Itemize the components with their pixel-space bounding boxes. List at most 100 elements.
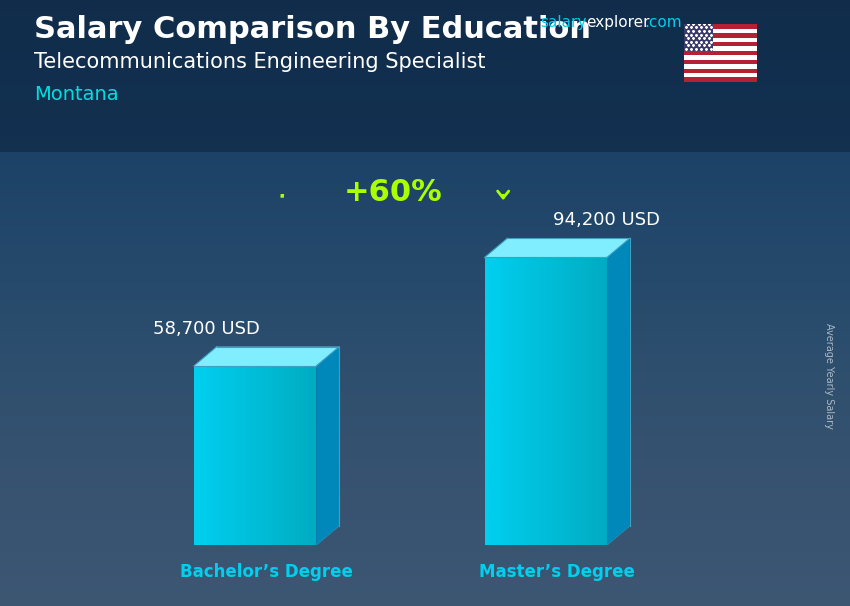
Bar	[246, 366, 249, 545]
Bar	[684, 59, 756, 64]
Bar	[518, 258, 521, 545]
Bar	[542, 258, 546, 545]
Bar	[582, 258, 586, 545]
Bar	[512, 258, 515, 545]
Bar	[194, 366, 197, 545]
Text: +60%: +60%	[343, 178, 442, 207]
Bar	[494, 258, 496, 545]
Bar	[488, 258, 490, 545]
Bar	[592, 258, 595, 545]
Bar	[304, 366, 307, 545]
Bar	[503, 258, 506, 545]
Bar	[540, 258, 542, 545]
Bar	[595, 258, 598, 545]
Text: 94,200 USD: 94,200 USD	[553, 211, 660, 230]
Bar	[558, 258, 561, 545]
Bar	[286, 366, 289, 545]
Bar	[230, 366, 234, 545]
Bar	[0, 0, 850, 152]
Bar	[598, 258, 601, 545]
Bar	[240, 366, 243, 545]
Bar	[536, 258, 540, 545]
Bar	[576, 258, 580, 545]
Text: 58,700 USD: 58,700 USD	[153, 320, 259, 338]
Bar	[549, 258, 552, 545]
Bar	[561, 258, 564, 545]
Bar	[684, 47, 756, 51]
Bar	[313, 366, 316, 545]
Bar	[604, 258, 607, 545]
Bar	[267, 366, 270, 545]
Bar	[555, 258, 558, 545]
Bar	[601, 258, 603, 545]
Bar	[307, 366, 310, 545]
Bar	[310, 366, 313, 545]
Bar	[212, 366, 215, 545]
Bar	[524, 258, 527, 545]
Bar	[276, 366, 280, 545]
Bar	[295, 366, 298, 545]
Bar	[243, 366, 246, 545]
Text: Salary Comparison By Education: Salary Comparison By Education	[34, 15, 591, 44]
Bar	[564, 258, 567, 545]
Bar	[221, 366, 224, 545]
Bar	[534, 258, 536, 545]
Bar	[684, 33, 756, 38]
Bar	[684, 38, 756, 42]
Bar	[684, 55, 756, 59]
Bar	[301, 366, 304, 545]
Bar	[197, 366, 200, 545]
Bar	[298, 366, 301, 545]
Bar	[546, 258, 549, 545]
Bar	[527, 258, 530, 545]
Bar	[684, 64, 756, 68]
Bar	[580, 258, 582, 545]
Polygon shape	[316, 347, 339, 545]
Text: Master’s Degree: Master’s Degree	[479, 563, 635, 581]
Polygon shape	[194, 347, 339, 366]
Bar	[509, 258, 512, 545]
Polygon shape	[607, 238, 630, 545]
Bar	[684, 78, 756, 82]
Bar	[490, 258, 494, 545]
Bar	[567, 258, 570, 545]
Bar	[684, 73, 756, 78]
Bar	[252, 366, 255, 545]
Bar	[684, 24, 756, 28]
Bar	[228, 366, 230, 545]
Bar	[684, 51, 756, 55]
Bar	[224, 366, 228, 545]
Bar	[521, 258, 524, 545]
Bar	[215, 366, 218, 545]
Bar	[515, 258, 518, 545]
Bar	[234, 366, 236, 545]
Bar	[506, 258, 509, 545]
Text: Montana: Montana	[34, 85, 119, 104]
Bar	[249, 366, 252, 545]
Bar	[274, 366, 276, 545]
Bar	[530, 258, 534, 545]
Bar	[206, 366, 209, 545]
Bar	[258, 366, 261, 545]
Bar	[484, 258, 488, 545]
Bar	[292, 366, 295, 545]
Bar	[684, 42, 756, 47]
Bar	[209, 366, 212, 545]
Bar	[200, 366, 203, 545]
Text: Average Yearly Salary: Average Yearly Salary	[824, 323, 834, 428]
Bar	[289, 366, 292, 545]
Bar	[496, 258, 500, 545]
Bar	[280, 366, 282, 545]
Bar	[552, 258, 555, 545]
Bar	[203, 366, 206, 545]
Bar	[684, 28, 756, 33]
Text: Bachelor’s Degree: Bachelor’s Degree	[180, 563, 353, 581]
Bar	[684, 24, 713, 51]
Polygon shape	[484, 238, 630, 258]
Text: explorer: explorer	[586, 15, 650, 30]
Bar	[282, 366, 286, 545]
Bar	[264, 366, 267, 545]
Text: salary: salary	[540, 15, 586, 30]
Bar	[218, 366, 221, 545]
Text: .com: .com	[644, 15, 682, 30]
